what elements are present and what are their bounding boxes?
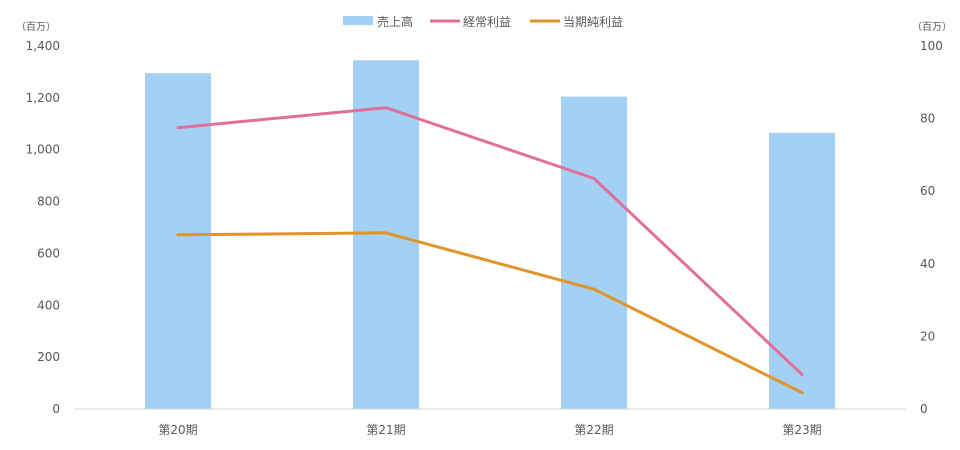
category-label: 第22期 (574, 423, 613, 437)
right-tick-label: 80 (920, 112, 935, 126)
category-label: 第20期 (158, 423, 197, 437)
sales-bar (353, 60, 419, 410)
left-tick-label: 1,200 (26, 91, 60, 105)
legend-item-net-income: 当期純利益 (530, 15, 623, 29)
net-income-line (176, 231, 804, 395)
legend-label-ordinary-profit: 経常利益 (463, 15, 511, 29)
left-tick-label: 600 (37, 246, 60, 260)
right-tick-label: 20 (920, 329, 935, 343)
profit-lines (176, 106, 804, 395)
left-tick-label: 200 (37, 350, 60, 364)
right-tick-label: 0 (920, 402, 928, 416)
legend-item-sales: 売上高 (343, 14, 413, 29)
left-axis-unit: （百万） (16, 21, 56, 33)
sales-bar (561, 96, 627, 409)
sales-bars (145, 60, 835, 410)
right-axis-ticks: 0 20 40 60 80 100 (920, 39, 943, 416)
left-tick-label: 800 (37, 195, 60, 209)
legend-swatch-sales (343, 16, 373, 25)
legend: 売上高 経常利益 当期純利益 (343, 14, 623, 29)
right-tick-label: 100 (920, 39, 943, 53)
right-axis-unit: （百万） (912, 21, 952, 33)
ordinary-profit-line (176, 106, 804, 376)
right-tick-label: 60 (920, 184, 935, 198)
left-tick-label: 400 (37, 298, 60, 312)
left-axis-ticks: 0 200 400 600 800 1,000 1,200 1,400 (26, 39, 60, 416)
category-label: 第21期 (366, 423, 405, 437)
left-tick-label: 1,400 (26, 39, 60, 53)
category-labels: 第20期 第21期 第22期 第23期 (158, 423, 821, 437)
sales-bar (769, 132, 835, 409)
left-tick-label: 1,000 (26, 143, 60, 157)
legend-label-sales: 売上高 (377, 14, 413, 29)
legend-item-ordinary-profit: 経常利益 (430, 15, 511, 29)
category-label: 第23期 (782, 423, 821, 437)
right-tick-label: 40 (920, 257, 935, 271)
left-tick-label: 0 (52, 402, 60, 416)
legend-label-net-income: 当期純利益 (563, 15, 623, 29)
sales-bar (145, 73, 211, 409)
